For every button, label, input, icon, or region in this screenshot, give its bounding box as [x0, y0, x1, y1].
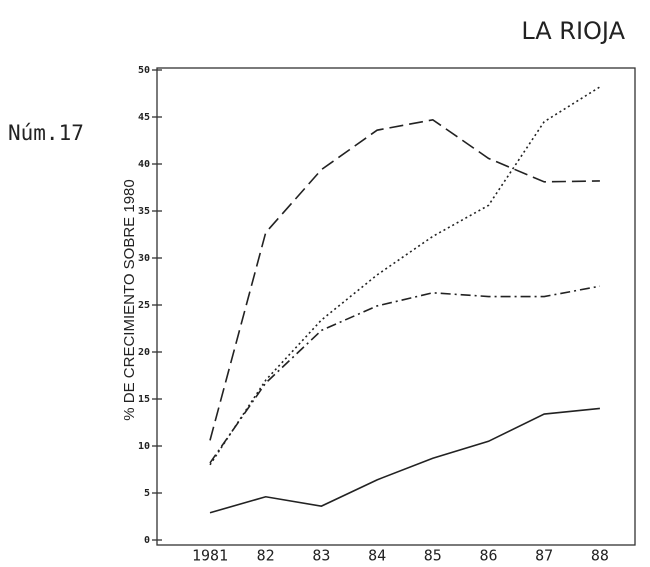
line-series — [209, 86, 601, 466]
chart-title: LA RIOJA — [521, 17, 625, 45]
x-tick-label: 84 — [368, 547, 386, 565]
x-tick-label: 82 — [257, 547, 275, 565]
y-axis-label: % DE CRECIMIENTO SOBRE 1980 — [121, 179, 138, 420]
x-tick-label: 85 — [424, 547, 442, 565]
line-series — [209, 285, 601, 464]
x-tick-label: 1981 — [192, 547, 228, 565]
y-tick-label: 45 — [138, 112, 150, 123]
y-tick-label: 25 — [138, 300, 150, 311]
x-tick-label: 88 — [591, 547, 609, 565]
y-tick-label: 15 — [138, 394, 150, 405]
y-tick-label: 40 — [138, 159, 150, 170]
y-tick-label: 20 — [138, 347, 150, 358]
y-tick-label: 30 — [138, 253, 150, 264]
x-tick-label: 87 — [535, 547, 553, 565]
x-tick-label: 86 — [479, 547, 497, 565]
y-tick-label: 50 — [138, 65, 150, 76]
plot-frame — [156, 67, 636, 546]
x-tick-label: 83 — [312, 547, 330, 565]
y-tick-label: 35 — [138, 206, 150, 217]
line-series — [209, 118, 600, 441]
line-series — [209, 407, 600, 514]
y-tick-label: 10 — [138, 441, 150, 452]
y-tick-label: 5 — [144, 488, 150, 499]
chart-subtitle: Núm.17 — [8, 121, 84, 145]
y-tick-label: 0 — [144, 535, 150, 546]
